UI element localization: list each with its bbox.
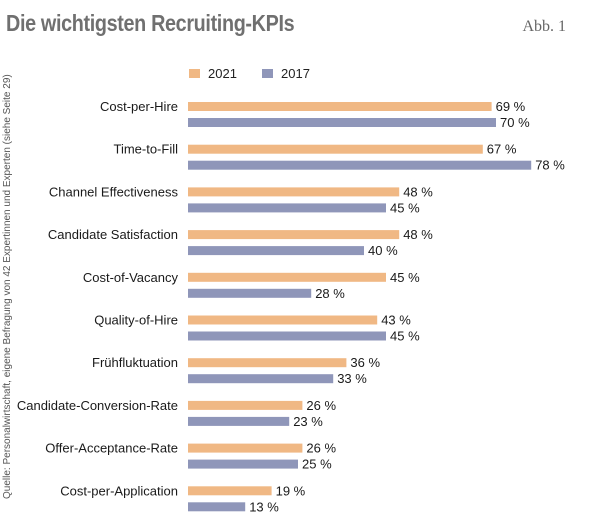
category-label: Cost-per-Hire [100,99,178,114]
legend-swatch-2017 [262,69,273,78]
bar-2017 [188,118,496,127]
bar-2021 [188,272,386,282]
bar-2017 [188,288,312,298]
bar-2017 [188,374,334,384]
bar-2021 [188,486,272,496]
category-label: Candidate-Conversion-Rate [17,398,178,413]
value-label-2021: 48 % [403,184,433,199]
bar-2017 [188,246,364,256]
bar-2017 [188,416,290,426]
value-label-2017: 13 % [249,499,279,514]
value-label-2017: 25 % [302,457,332,472]
bar-2021 [188,443,303,453]
legend-label-2017: 2017 [281,66,310,81]
value-label-2021: 26 % [306,441,336,456]
value-label-2017: 78 % [535,158,565,173]
value-label-2021: 48 % [403,227,433,242]
category-label: Cost-of-Vacancy [83,270,179,285]
bar-2021 [188,230,400,240]
value-label-2017: 40 % [368,243,398,258]
value-label-2017: 33 % [337,371,367,386]
category-label: Cost-per-Application [60,483,178,498]
value-label-2021: 19 % [276,483,306,498]
bar-2017 [188,160,532,170]
bar-2021 [188,400,303,410]
bar-2021 [188,187,400,197]
bar-2021 [188,315,378,325]
value-label-2017: 28 % [315,286,345,301]
value-label-2017: 45 % [390,200,420,215]
legend-label-2021: 2021 [208,66,237,81]
category-label: Channel Effectiveness [49,184,179,199]
legend-swatch-2021 [189,69,200,78]
category-label: Frühfluktuation [92,355,178,370]
value-label-2021: 26 % [306,398,336,413]
value-label-2021: 36 % [350,355,380,370]
figure-reference: Abb. 1 [522,18,566,35]
bar-2021 [188,358,347,368]
bar-2017 [188,459,298,469]
bar-2017 [188,203,386,213]
bar-2017 [188,502,246,512]
bar-2017 [188,331,386,341]
value-label-2021: 43 % [381,313,411,328]
value-label-2017: 45 % [390,329,420,344]
category-label: Quality-of-Hire [94,313,178,328]
bar-2021 [188,102,492,111]
chart-title: Die wichtigsten Recruiting-KPIs [6,10,295,36]
category-label: Time-to-Fill [113,142,178,157]
value-label-2017: 70 % [500,115,530,130]
value-label-2021: 45 % [390,270,420,285]
bar-2021 [188,144,483,154]
value-label-2021: 69 % [496,99,526,114]
value-label-2017: 23 % [293,414,323,429]
value-label-2021: 67 % [487,142,517,157]
category-label: Offer-Acceptance-Rate [45,441,178,456]
category-label: Candidate Satisfaction [48,227,178,242]
